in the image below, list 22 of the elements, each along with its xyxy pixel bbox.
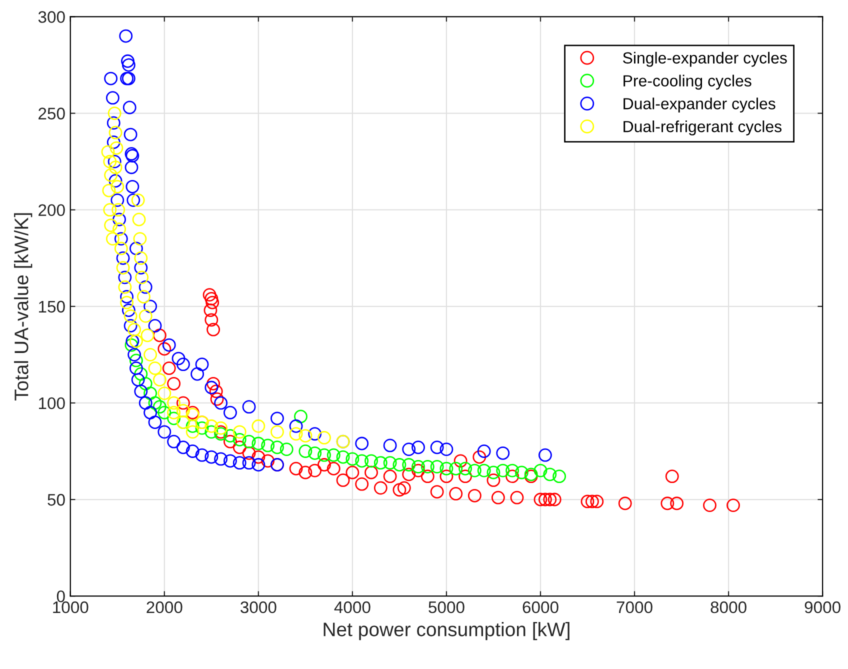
legend-label: Dual-expander cycles: [624, 98, 776, 113]
y-tick-label: 100: [38, 397, 65, 410]
y-tick-label: 50: [48, 494, 65, 506]
legend-label: Single-expander cycles: [623, 52, 787, 67]
y-tick-label: 200: [38, 204, 65, 216]
y-tick-label: 300: [38, 11, 65, 23]
x-tick-label: 6000: [522, 601, 558, 614]
y-axis-title: Total UA-value [kW/K]: [14, 213, 32, 401]
x-tick-label: 3000: [240, 601, 276, 614]
y-tick-label: 0: [56, 590, 65, 602]
y-tick-label: 250: [38, 108, 65, 120]
legend-label: Pre-cooling cycles: [624, 74, 752, 90]
x-tick-label: 5000: [428, 601, 464, 614]
x-tick-label: 1000: [53, 601, 88, 614]
x-tick-label: 4000: [334, 601, 370, 614]
x-tick-label: 8000: [710, 601, 746, 614]
y-tick-label: 150: [38, 300, 65, 313]
legend-label: Dual-refrigerant cycles: [624, 120, 782, 136]
x-axis-title: Net power consumption [kW]: [324, 622, 570, 640]
x-tick-label: 7000: [616, 601, 652, 614]
x-tick-label: 9000: [804, 601, 840, 614]
x-tick-label: 2000: [146, 601, 182, 614]
